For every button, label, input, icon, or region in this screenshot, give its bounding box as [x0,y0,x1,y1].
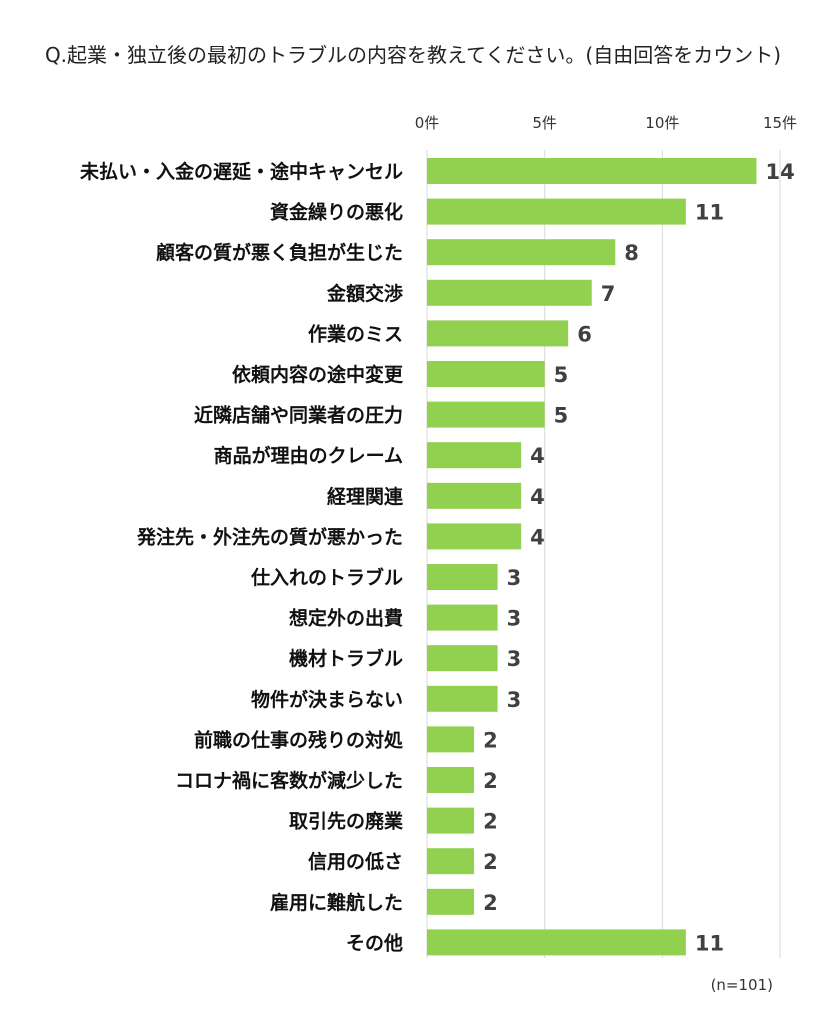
category-label: 顧客の質が悪く負担が生じた [156,241,403,264]
value-label: 14 [765,160,794,184]
x-tick-label: 5件 [532,114,557,132]
category-label: 仕入れのトラブル [250,566,403,589]
bar [427,320,569,347]
category-label: 取引先の廃業 [289,810,404,833]
category-label: 機材トラブル [289,647,403,670]
value-label: 3 [507,566,522,590]
value-label: 4 [530,525,545,549]
value-label: 2 [483,769,498,793]
bars [427,158,757,956]
bar [427,198,686,225]
bar [427,726,475,753]
bar [427,158,757,184]
value-label: 6 [577,322,592,346]
category-label: 想定外の出費 [289,607,403,630]
category-label: 近隣店舗や同業者の圧力 [194,404,403,427]
category-label: 金額交渉 [326,282,403,305]
category-label: 資金繰りの悪化 [270,201,403,224]
bar [427,888,475,915]
value-label: 5 [554,363,569,387]
bar [427,685,498,712]
bar [427,929,686,956]
value-label: 7 [601,282,616,306]
bar [427,848,475,875]
gridlines [426,150,781,958]
value-label: 2 [483,728,498,752]
bar [427,279,592,306]
category-label: 経理関連 [327,485,404,508]
value-label: 3 [507,607,522,631]
value-label: 3 [507,688,522,712]
category-label: 商品が理由のクレーム [214,444,403,467]
x-tick-label: 15件 [763,114,797,132]
bar [427,482,522,509]
category-label: 依頼内容の途中変更 [232,363,404,386]
category-label: 雇用に難航した [270,891,403,914]
value-label: 11 [695,931,724,955]
bar [427,361,545,387]
category-label: 物件が決まらない [251,688,403,711]
bar [427,239,616,266]
category-label: 未払い・入金の遅延・途中キャンセル [79,160,403,183]
bar [427,564,498,590]
value-label: 2 [483,810,498,834]
x-axis-ticks: 0件 5件 10件 15件 [415,114,797,132]
value-label: 5 [554,404,569,428]
category-label: 発注先・外注先の質が悪かった [136,525,403,548]
value-label: 2 [483,850,498,874]
bar [427,645,498,672]
bar [427,604,498,631]
bar [427,807,475,834]
x-tick-label: 0件 [415,114,440,132]
value-label: 4 [530,485,545,509]
category-label: 作業のミス [308,322,403,345]
category-label: 前職の仕事の残りの対処 [194,728,403,751]
value-label: 3 [507,647,522,671]
chart-title: Q.起業・独立後の最初のトラブルの内容を教えてください。(自由回答をカウント) [45,43,781,67]
value-label: 2 [483,891,498,915]
category-labels: 未払い・入金の遅延・途中キャンセル資金繰りの悪化顧客の質が悪く負担が生じた金額交… [79,160,404,954]
value-label: 4 [530,444,545,468]
value-label: 11 [695,201,724,225]
sample-size-note: (n=101) [711,976,773,994]
value-label: 8 [624,241,639,265]
bar [427,442,522,469]
category-label: 信用の低さ [308,850,403,873]
category-label: その他 [346,931,403,954]
bar [427,767,475,793]
bar [427,401,545,428]
bar [427,523,522,550]
category-label: コロナ禍に客数が減少した [175,769,403,792]
x-tick-label: 10件 [645,114,679,132]
